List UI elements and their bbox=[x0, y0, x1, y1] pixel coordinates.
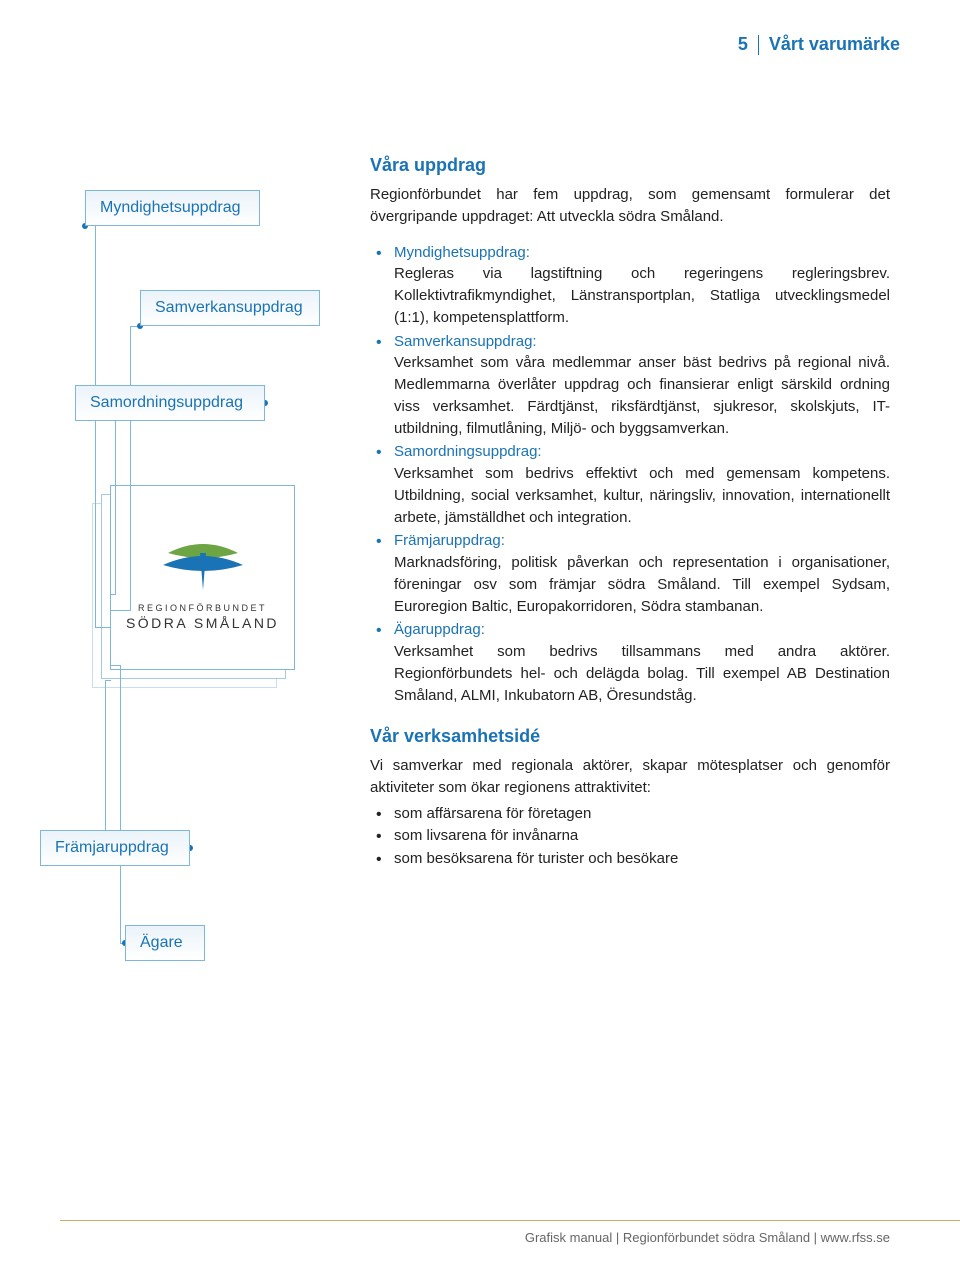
footer-divider bbox=[60, 1220, 960, 1221]
section-title-verksamhet: Vår verksamhetsidé bbox=[370, 726, 890, 747]
item-body: Verksamhet som bedrivs tillsammans med a… bbox=[394, 643, 890, 704]
item-body: Regleras via lagstiftning och regeringen… bbox=[394, 265, 890, 326]
list-item: som besöksarena för turister och besökar… bbox=[370, 848, 890, 871]
diagram-box-label: Främjaruppdrag bbox=[55, 839, 169, 856]
diagram-box-label: Samverkansuppdrag bbox=[155, 299, 303, 316]
logo-text-line2: SÖDRA SMÅLAND bbox=[126, 615, 279, 631]
intro-paragraph: Regionförbundet har fem uppdrag, som gem… bbox=[370, 184, 890, 228]
connector bbox=[95, 226, 96, 628]
logo-frame-front: REGIONFÖRBUNDET SÖDRA SMÅLAND bbox=[110, 485, 295, 670]
list-item: Främjaruppdrag: Marknadsföring, politisk… bbox=[370, 530, 890, 617]
list-item: som affärsarena för företagen bbox=[370, 803, 890, 826]
verksamhetside-section: Vår verksamhetsidé Vi samverkar med regi… bbox=[370, 726, 890, 870]
header-divider bbox=[758, 35, 759, 55]
connector bbox=[110, 665, 121, 666]
logo: REGIONFÖRBUNDET SÖDRA SMÅLAND bbox=[111, 486, 294, 669]
connector bbox=[105, 680, 106, 848]
page-number: 5 bbox=[738, 34, 748, 55]
item-body: Verksamhet som våra medlemmar anser bäst… bbox=[394, 354, 890, 436]
diagram-box-samordning: Samordningsuppdrag bbox=[75, 385, 265, 421]
uppdrag-diagram: REGIONFÖRBUNDET SÖDRA SMÅLAND Myndighe bbox=[40, 155, 350, 975]
item-label: Myndighetsuppdrag: bbox=[394, 244, 530, 261]
bullet-text: som besöksarena för turister och besökar… bbox=[394, 850, 678, 867]
item-label: Samverkansuppdrag: bbox=[394, 333, 537, 350]
diagram-box-framjar: Främjaruppdrag bbox=[40, 830, 190, 866]
intro-paragraph-2: Vi samverkar med regionala aktörer, skap… bbox=[370, 755, 890, 799]
diagram-box-label: Ägare bbox=[140, 934, 183, 951]
connector bbox=[95, 627, 110, 628]
connector bbox=[105, 680, 111, 681]
item-body: Marknadsföring, politisk påverkan och re… bbox=[394, 554, 890, 615]
diagram-box-label: Myndighetsuppdrag bbox=[100, 199, 241, 216]
bullet-text: som livsarena för invånarna bbox=[394, 827, 578, 844]
page-header: 5 Vårt varumärke bbox=[738, 34, 900, 55]
section-title-uppdrag: Våra uppdrag bbox=[370, 155, 890, 176]
list-item: som livsarena för invånarna bbox=[370, 825, 890, 848]
header-section-title: Vårt varumärke bbox=[769, 34, 900, 55]
list-item: Samverkansuppdrag: Verksamhet som våra m… bbox=[370, 331, 890, 440]
main-content: Våra uppdrag Regionförbundet har fem upp… bbox=[370, 155, 890, 870]
item-label: Ägaruppdrag: bbox=[394, 621, 485, 638]
item-label: Samordningsuppdrag: bbox=[394, 443, 542, 460]
list-item: Ägaruppdrag: Verksamhet som bedrivs till… bbox=[370, 619, 890, 706]
list-item: Samordningsuppdrag: Verksamhet som bedri… bbox=[370, 441, 890, 528]
page: 5 Vårt varumärke REGIONFÖRBUNDET SÖDRA S… bbox=[0, 0, 960, 1285]
diagram-box-myndighet: Myndighetsuppdrag bbox=[85, 190, 260, 226]
connector bbox=[120, 665, 121, 943]
logo-text-line1: REGIONFÖRBUNDET bbox=[138, 603, 267, 613]
diagram-box-samverkan: Samverkansuppdrag bbox=[140, 290, 320, 326]
verksamhet-bullets: som affärsarena för företagen som livsar… bbox=[370, 803, 890, 871]
logo-mark-icon bbox=[148, 525, 258, 595]
connector bbox=[115, 421, 116, 595]
diagram-box-agare: Ägare bbox=[125, 925, 205, 961]
bullet-text: som affärsarena för företagen bbox=[394, 805, 591, 822]
footer-text: Grafisk manual | Regionförbundet södra S… bbox=[525, 1230, 890, 1245]
list-item: Myndighetsuppdrag: Regleras via lagstift… bbox=[370, 242, 890, 329]
connector bbox=[110, 594, 116, 595]
item-body: Verksamhet som bedrivs effektivt och med… bbox=[394, 465, 890, 526]
diagram-box-label: Samordningsuppdrag bbox=[90, 394, 243, 411]
uppdrag-list: Myndighetsuppdrag: Regleras via lagstift… bbox=[370, 242, 890, 707]
connector bbox=[110, 610, 131, 611]
connector bbox=[130, 326, 131, 611]
item-label: Främjaruppdrag: bbox=[394, 532, 505, 549]
